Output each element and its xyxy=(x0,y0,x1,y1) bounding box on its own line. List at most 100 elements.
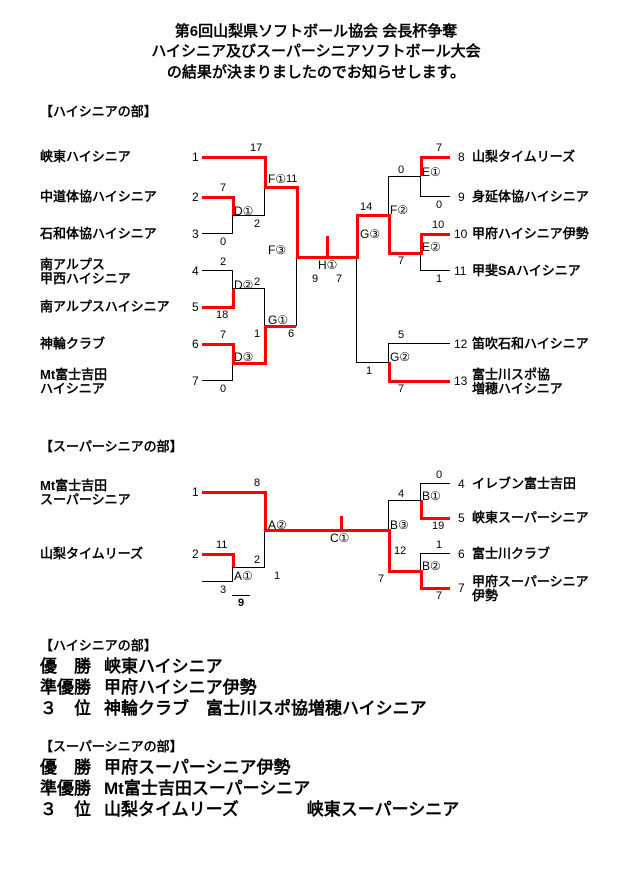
score-f2-bot: 7 xyxy=(398,255,404,267)
team-right-10: 甲府ハイシニア伊勢 xyxy=(472,227,589,241)
match-a1: A① xyxy=(234,569,253,583)
team-right-8: 山梨タイムリーズ xyxy=(472,150,575,164)
sseed-r4: 4 xyxy=(458,477,465,491)
team-right-11: 甲斐SAハイシニア xyxy=(472,264,581,278)
match-d3: D③ xyxy=(234,350,253,364)
score-g2-top: 5 xyxy=(398,329,404,341)
seed-l6: 6 xyxy=(192,337,199,351)
team-left-1: 峡東ハイシニア xyxy=(40,150,131,164)
rank-1: 優 勝 xyxy=(40,656,104,677)
score-b2-bot: 7 xyxy=(436,590,442,602)
score-a1-bot: 3 xyxy=(220,584,226,596)
match-b2: B② xyxy=(422,559,441,573)
steam-r5: 峡東スーパーシニア xyxy=(472,511,589,525)
team-right-12: 笛吹石和ハイシニア xyxy=(472,337,589,351)
sseed-l2: 2 xyxy=(192,547,199,561)
score-e2-bot: 1 xyxy=(436,273,442,285)
score-a2-top: 8 xyxy=(254,477,260,489)
match-c1: C① xyxy=(330,531,349,545)
third-super: 山梨タイムリーズ 峡東スーパーシニア xyxy=(104,800,459,819)
bracket-high-senior: 峡東ハイシニア 中道体協ハイシニア 石和体協ハイシニア 南アルプス 甲西ハイシニ… xyxy=(40,128,632,418)
score-f3-top: 11 xyxy=(286,173,297,185)
score-d3-top: 7 xyxy=(220,329,226,341)
score-b1-bot: 19 xyxy=(432,520,444,532)
seed-l4: 4 xyxy=(192,264,199,278)
score-b1-top: 0 xyxy=(436,469,442,481)
score-a2-extra: 1 xyxy=(274,570,280,582)
score-f2-top: 0 xyxy=(398,164,404,176)
score-d1-top: 7 xyxy=(220,182,226,194)
results-high-head: 【ハイシニアの部】 xyxy=(40,635,632,654)
rank-2: 準優勝 xyxy=(40,677,104,698)
sseed-r6: 6 xyxy=(458,547,465,561)
winner-super: 甲府スーパーシニア伊勢 xyxy=(104,758,291,777)
match-h1: H① xyxy=(318,258,337,272)
seed-l2: 2 xyxy=(192,190,199,204)
score-d2-top: 2 xyxy=(220,256,226,268)
section-high-senior: 【ハイシニアの部】 xyxy=(40,101,632,120)
sseed-r5: 5 xyxy=(458,511,465,525)
score-g1-bot: 1 xyxy=(254,328,260,340)
match-g2: G② xyxy=(390,350,410,364)
score-b3-extra: 7 xyxy=(378,573,384,585)
score-g1-top: 2 xyxy=(254,276,260,288)
section-super-senior: 【スーパーシニアの部】 xyxy=(40,436,632,455)
score-e1-bot: 0 xyxy=(436,199,442,211)
match-b3: B③ xyxy=(390,518,409,532)
score-h1-left: 9 xyxy=(312,273,318,285)
match-g3: G③ xyxy=(360,227,380,241)
srank-1: 優 勝 xyxy=(40,757,104,778)
team-left-4: 南アルプス 甲西ハイシニア xyxy=(40,258,131,287)
score-g3-bot: 1 xyxy=(366,365,372,377)
team-left-6: 神輪クラブ xyxy=(40,337,105,351)
bracket-super-senior: Mt富士吉田 スーパーシニア 山梨タイムリーズ 1 2 イレブン富士吉田 峡東ス… xyxy=(40,463,632,613)
seed-l3: 3 xyxy=(192,227,199,241)
runnerup-high: 甲府ハイシニア伊勢 xyxy=(104,678,257,697)
match-g1: G① xyxy=(268,313,288,327)
sseed-l1: 1 xyxy=(192,485,199,499)
match-f1: F① xyxy=(268,172,286,186)
score-f3-bot: 6 xyxy=(288,328,294,340)
score-a2-bot: 2 xyxy=(254,554,260,566)
match-f3: F③ xyxy=(268,243,286,257)
results-super-head: 【スーパーシニアの部】 xyxy=(40,736,632,755)
score-e1-top: 7 xyxy=(436,142,442,154)
score-a1-top: 11 xyxy=(216,539,227,551)
steam-l2: 山梨タイムリーズ xyxy=(40,547,143,561)
score-a1-extra: 9 xyxy=(238,597,244,609)
score-g2-bot: 7 xyxy=(398,383,404,395)
steam-r7: 甲府スーパーシニア 伊勢 xyxy=(472,575,589,604)
srank-3: ３ 位 xyxy=(40,799,104,820)
match-d1: D① xyxy=(234,204,253,218)
seed-l1: 1 xyxy=(192,150,199,164)
sseed-r7: 7 xyxy=(458,581,465,595)
winner-high: 峡東ハイシニア xyxy=(104,657,223,676)
match-a2: A② xyxy=(268,518,287,532)
score-b2-top: 1 xyxy=(436,539,442,551)
results-high: 【ハイシニアの部】 優 勝峡東ハイシニア 準優勝甲府ハイシニア伊勢 ３ 位神輪ク… xyxy=(40,635,632,720)
score-d1-bot: 0 xyxy=(220,236,226,248)
rank-3: ３ 位 xyxy=(40,698,104,719)
score-d2-bot: 18 xyxy=(216,309,228,321)
match-e2: E② xyxy=(422,240,441,254)
seed-l7: 7 xyxy=(192,374,199,388)
third-high: 神輪クラブ 富士川スポ協増穂ハイシニア xyxy=(104,699,427,718)
title-block: 第6回山梨県ソフトボール協会 会長杯争奪 ハイシニア及びスーパーシニアソフトボー… xyxy=(0,0,632,83)
team-left-7: Mt富士吉田 ハイシニア xyxy=(40,368,107,397)
score-g3-top: 14 xyxy=(360,201,372,213)
seed-r8: 8 xyxy=(458,150,465,164)
score-e2-top: 10 xyxy=(432,219,444,231)
steam-r4: イレブン富士吉田 xyxy=(472,477,576,491)
team-left-2: 中道体協ハイシニア xyxy=(40,190,157,204)
team-right-13: 富士川スポ協 増穂ハイシニア xyxy=(472,368,563,397)
title-line-2: ハイシニア及びスーパーシニアソフトボール大会 xyxy=(0,42,632,62)
steam-l1: Mt富士吉田 スーパーシニア xyxy=(40,479,131,508)
team-left-5: 南アルプスハイシニア xyxy=(40,300,170,314)
seed-r10: 10 xyxy=(454,227,467,241)
score-h1-right: 7 xyxy=(336,273,342,285)
score-f1-bot: 2 xyxy=(254,218,260,230)
team-left-3: 石和体協ハイシニア xyxy=(40,227,157,241)
score-f1-top: 17 xyxy=(250,142,262,154)
match-d2: D② xyxy=(234,278,253,292)
title-line-1: 第6回山梨県ソフトボール協会 会長杯争奪 xyxy=(0,22,632,42)
